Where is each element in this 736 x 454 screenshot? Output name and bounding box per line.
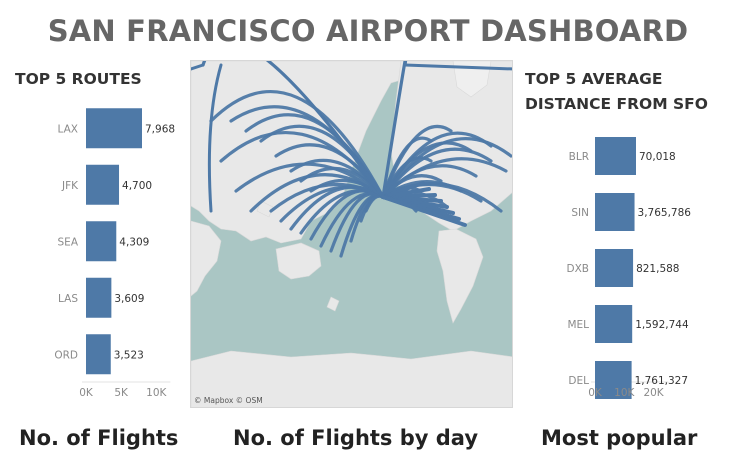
flight-route-arc [234, 162, 385, 199]
routes-tick-label: 5K [114, 387, 129, 399]
routes-bar-sea[interactable] [86, 221, 117, 262]
map-bottom-label: No. of Flights by day [233, 426, 479, 450]
routes-value-label: 3,609 [114, 293, 144, 305]
routes-bar-las[interactable] [86, 277, 112, 318]
distance-chart-title-line2: DISTANCE FROM SFO [525, 95, 708, 113]
distance-bar-chart[interactable]: BLR 70,018 SIN 3,765,786 DXB 821,588 MEL 1,592,… [520, 120, 736, 412]
distance-tick-label: 20K [643, 387, 664, 399]
land-australia [275, 242, 322, 280]
route-map[interactable]: © Mapbox © OSM [190, 60, 513, 408]
flight-route-arc [381, 61, 408, 199]
routes-tick-label: 0K [79, 387, 94, 399]
distance-value-label: 70,018 [639, 151, 676, 163]
routes-category-label: SEA [58, 236, 79, 248]
routes-category-label: ORD [54, 349, 78, 361]
distance-value-label: 1,592,744 [635, 319, 689, 331]
distance-chart-title-line1: TOP 5 AVERAGE [525, 70, 663, 88]
flight-route-arc [381, 125, 453, 199]
routes-value-label: 7,968 [145, 123, 175, 135]
routes-category-label: JFK [61, 180, 79, 192]
routes-category-label: LAX [58, 123, 78, 135]
routes-bar-chart[interactable]: LAX 7,968 JFK 4,700 SEA 4,309 LAS 3,609 ORD 3,523… [0, 92, 190, 412]
distance-category-label: BLR [569, 151, 589, 163]
routes-bar-jfk[interactable] [86, 164, 120, 205]
land-antarctica [191, 350, 512, 407]
routes-bar-ord[interactable] [86, 334, 111, 375]
flight-route-arc [381, 156, 433, 199]
routes-bar-lax[interactable] [86, 108, 142, 149]
map-attribution: © Mapbox © OSM [194, 396, 263, 405]
routes-value-label: 4,309 [119, 236, 149, 248]
distance-bar-del[interactable] [595, 361, 632, 399]
distance-tick-label: 10K [614, 387, 635, 399]
routes-chart-title: TOP 5 ROUTES [15, 70, 142, 88]
flight-route-arc [381, 164, 478, 199]
routes-tick-label: 10K [146, 387, 167, 399]
distance-bar-dxb[interactable] [595, 249, 634, 287]
dashboard-title: SAN FRANCISCO AIRPORT DASHBOARD [47, 14, 689, 48]
route-map-canvas [191, 61, 512, 407]
distance-value-label: 821,588 [636, 263, 679, 275]
distance-category-label: SIN [571, 207, 589, 219]
land-africa [191, 220, 222, 297]
land-greenland [452, 61, 492, 98]
distance-category-label: MEL [567, 319, 589, 331]
flight-route-arc [219, 130, 385, 199]
routes-category-label: LAS [58, 293, 78, 305]
distance-value-label: 3,765,786 [638, 207, 692, 219]
flight-route-arc [201, 61, 385, 199]
distance-bar-mel[interactable] [595, 305, 633, 343]
distance-bar-blr[interactable] [595, 137, 636, 175]
distance-tick-label: 0K [588, 387, 603, 399]
distance-value-label: 1,761,327 [635, 375, 688, 387]
routes-value-label: 4,700 [122, 180, 152, 192]
land-islands [256, 200, 274, 218]
flight-route-arc [207, 63, 223, 213]
distance-bar-sin[interactable] [595, 193, 635, 231]
flight-route-arc [381, 195, 467, 227]
routes-bottom-label: No. of Flights [19, 426, 179, 450]
distance-bottom-label: Most popular [541, 426, 698, 450]
distance-category-label: DXB [567, 263, 589, 275]
flight-route-arc [209, 89, 385, 199]
flight-route-arc [403, 63, 512, 71]
distance-category-label: DEL [568, 375, 589, 387]
land-south-america [436, 228, 484, 324]
flight-route-arc [381, 137, 512, 199]
flight-route-arc [191, 63, 205, 71]
routes-value-label: 3,523 [114, 349, 144, 361]
